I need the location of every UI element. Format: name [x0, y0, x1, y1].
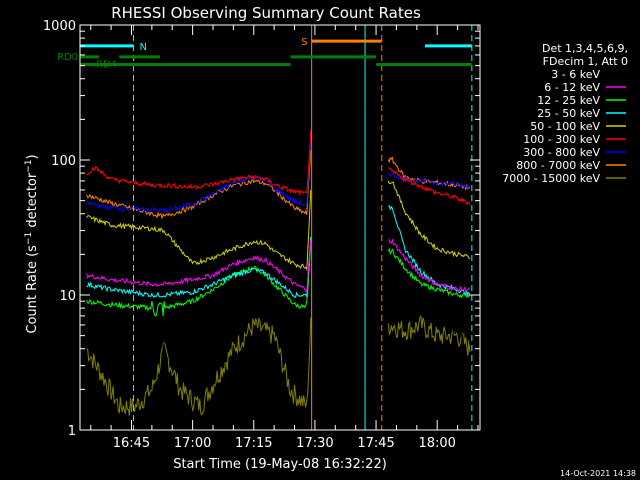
x-tick-label: 18:00: [418, 436, 455, 451]
series-line: [86, 238, 471, 293]
series-line: [86, 180, 471, 272]
flag-label: N: [140, 42, 147, 53]
chart-title: RHESSI Observing Summary Count Rates: [111, 4, 421, 22]
y-tick-label: 10: [59, 289, 76, 304]
legend-entry-label: 25 - 50 keV: [537, 107, 600, 120]
y-axis-label-part: ): [25, 154, 40, 159]
footer-timestamp: 14-Oct-2021 14:38: [560, 469, 636, 478]
y-tick-label: 1000: [43, 19, 76, 34]
legend-entry-label: 6 - 12 keV: [544, 81, 600, 94]
series-line: [86, 130, 471, 206]
series-line: [86, 315, 471, 416]
series-line: [86, 140, 470, 214]
y-tick-label: 100: [51, 154, 76, 169]
legend-entry-label: 7000 - 15000 keV: [502, 172, 600, 185]
x-tick-label: 17:30: [296, 436, 333, 451]
y-axis-label-part: detector: [25, 172, 40, 232]
legend-header: Det 1,3,4,5,6,9,: [542, 42, 628, 55]
y-axis-label-superscript: −1: [24, 159, 34, 172]
legend-entry-label: 50 - 100 keV: [530, 120, 600, 133]
legend-header: FDecim 1, Att 0: [543, 55, 628, 68]
legend: Det 1,3,4,5,6,9,FDecim 1, Att 03 - 6 keV…: [502, 42, 628, 185]
x-tick-label: 16:45: [113, 436, 150, 451]
legend-entry-label: 300 - 800 keV: [523, 146, 600, 159]
x-axis-label: Start Time (19-May-08 16:32:22): [173, 457, 387, 472]
y-axis-label: Count Rate (s−1 detector−1): [24, 154, 40, 333]
x-tick-label: 17:15: [235, 436, 272, 451]
x-tick-label: 17:00: [174, 436, 211, 451]
y-axis-label-part: Count Rate (s: [25, 245, 40, 334]
flag-label: RD4: [96, 59, 117, 70]
legend-entry-label: 12 - 25 keV: [537, 94, 600, 107]
flag-label: S: [301, 37, 307, 48]
y-tick-label: 1: [68, 424, 76, 439]
legend-entry-label: 100 - 300 keV: [523, 133, 600, 146]
series-line: [86, 204, 471, 299]
legend-entry-label: 3 - 6 keV: [551, 68, 600, 81]
legend-entry-label: 800 - 7000 keV: [516, 159, 600, 172]
x-tick-label: 17:45: [357, 436, 394, 451]
plot-area: N S RD0 RD4 1 10 100 1000 16:45 17:00 17:15 17:30 17…: [43, 19, 481, 451]
flag-label: RD0: [57, 52, 78, 63]
y-axis-label-superscript: −1: [24, 232, 34, 245]
series-line: [86, 244, 471, 317]
series-line: [86, 245, 471, 353]
plot-frame: [79, 24, 481, 431]
